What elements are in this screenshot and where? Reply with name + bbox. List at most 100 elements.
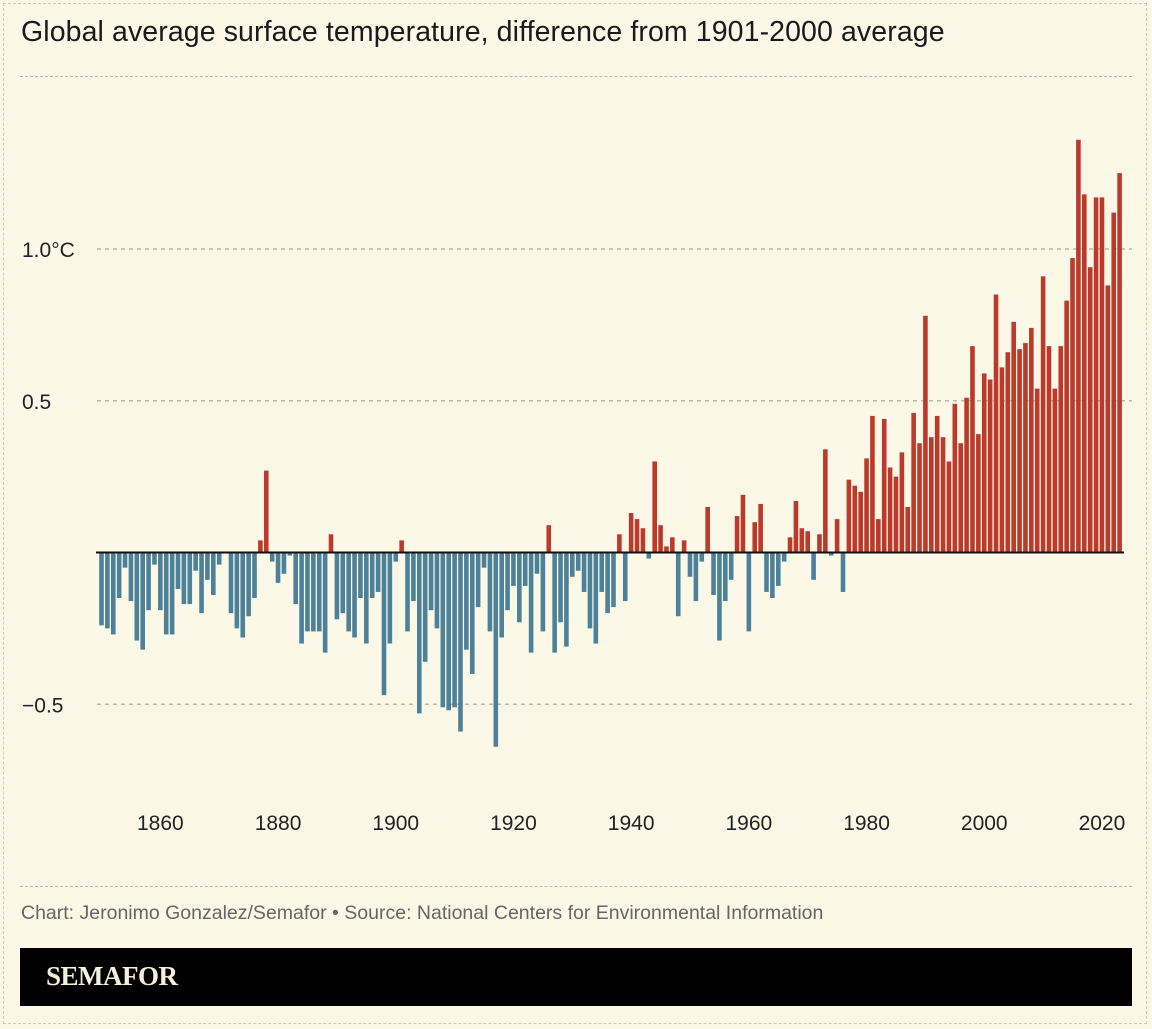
bar-1961	[752, 522, 758, 553]
bar-1996	[958, 443, 964, 553]
bar-1879	[269, 552, 275, 562]
bar-1865	[187, 552, 193, 605]
bar-1978	[852, 485, 858, 553]
x-tick-label: 1920	[490, 812, 537, 835]
title-divider	[20, 76, 1132, 77]
bar-1971	[811, 552, 816, 580]
bar-1880	[275, 552, 281, 583]
y-tick-label: −0.5	[22, 694, 63, 717]
bar-1966	[781, 552, 787, 562]
bar-1962	[758, 503, 763, 553]
y-axis-labels: 1.0°C 0.5 −0.5	[22, 239, 75, 717]
bar-1855	[128, 552, 134, 602]
bar-1867	[199, 552, 204, 614]
bar-2015	[1070, 258, 1075, 553]
bar-1960	[746, 552, 752, 632]
bar-1906	[428, 552, 434, 611]
bar-1982	[876, 519, 881, 553]
bar-1920	[511, 552, 516, 586]
bar-2016	[1076, 139, 1081, 553]
bar-1973	[823, 449, 828, 553]
x-tick-label: 1960	[725, 812, 772, 835]
bar-1975	[834, 519, 840, 553]
bar-1949	[681, 540, 687, 553]
bar-1979	[858, 491, 863, 553]
bar-2004	[1005, 352, 1011, 553]
chart-frame	[3, 3, 1147, 1024]
x-tick-label: 1940	[608, 812, 655, 835]
bar-1972	[817, 534, 822, 553]
bar-1997	[964, 397, 969, 553]
y-tick-label: 0.5	[22, 391, 51, 414]
bar-1885	[305, 552, 310, 632]
bar-1938	[617, 534, 622, 553]
bar-2013	[1058, 346, 1064, 553]
bar-1968	[793, 500, 799, 553]
bar-1864	[181, 552, 187, 605]
bar-1878	[263, 470, 269, 553]
bar-1944	[652, 461, 657, 553]
bar-1919	[505, 552, 510, 611]
bar-2009	[1034, 388, 1040, 553]
bar-1946	[664, 546, 669, 553]
bar-1956	[723, 552, 728, 602]
bar-1976	[840, 552, 846, 592]
brand-bar: SEMAFOR	[20, 948, 1132, 1006]
bar-1929	[564, 552, 569, 647]
bar-1866	[193, 552, 198, 571]
bar-1903	[411, 552, 416, 602]
bar-1908	[440, 552, 446, 708]
bar-1964	[770, 552, 775, 599]
bar-2014	[1064, 300, 1069, 553]
bar-2000	[981, 373, 987, 553]
bar-2010	[1040, 276, 1046, 553]
bar-1914	[475, 552, 481, 608]
bar-2005	[1011, 321, 1016, 553]
bar-1969	[799, 528, 805, 553]
bar-1925	[540, 552, 546, 632]
bar-1959	[740, 494, 746, 553]
bar-2008	[1029, 327, 1034, 553]
bar-1907	[434, 552, 440, 629]
bar-1923	[528, 552, 534, 653]
bar-1950	[687, 552, 693, 577]
bar-1995	[952, 403, 958, 553]
x-tick-label: 2000	[961, 812, 1008, 835]
bar-1927	[552, 552, 557, 653]
bar-1954	[711, 552, 716, 595]
bar-1862	[169, 552, 175, 635]
bar-1883	[293, 552, 299, 605]
bar-1932	[581, 552, 587, 592]
bar-1935	[599, 552, 605, 592]
bar-1952	[699, 552, 705, 562]
bar-2023	[1117, 173, 1122, 553]
bar-2012	[1052, 388, 1058, 553]
bar-1967	[787, 537, 793, 553]
bar-1872	[228, 552, 234, 614]
bar-1851	[105, 552, 110, 629]
bar-1913	[469, 552, 475, 674]
bar-1931	[575, 552, 581, 571]
bar-1854	[122, 552, 128, 568]
bar-1896	[369, 552, 375, 599]
bar-1858	[146, 552, 151, 611]
bar-1948	[675, 552, 681, 617]
bar-1945	[658, 525, 663, 553]
bar-1905	[422, 552, 428, 662]
bar-1901	[399, 540, 404, 553]
bar-1909	[446, 552, 452, 711]
bar-1915	[481, 552, 487, 568]
x-tick-label: 2020	[1079, 812, 1126, 835]
bar-1951	[693, 552, 699, 602]
x-tick-label: 1900	[372, 812, 419, 835]
bar-1888	[322, 552, 328, 653]
bar-1916	[487, 552, 493, 632]
bar-1930	[570, 552, 575, 577]
bar-1937	[611, 552, 616, 608]
bar-1890	[334, 552, 340, 620]
bar-1863	[175, 552, 181, 589]
bar-1893	[352, 552, 357, 638]
chart-title: Global average surface temperature, diff…	[21, 16, 945, 48]
bar-2003	[999, 367, 1005, 553]
